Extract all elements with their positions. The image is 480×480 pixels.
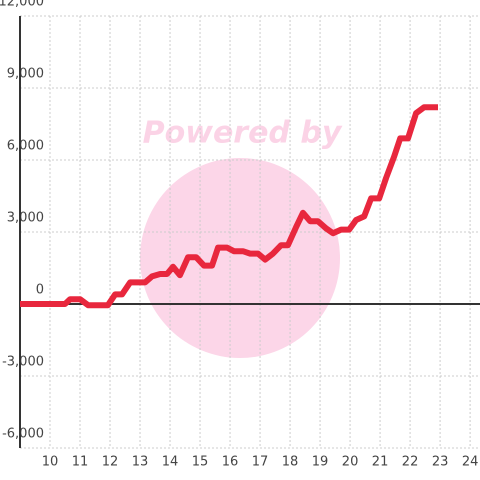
x-tick-label: 10 — [42, 455, 59, 470]
x-tick-label: 14 — [162, 455, 179, 470]
x-tick-label: 16 — [222, 455, 239, 470]
y-tick-label: 9,000 — [7, 67, 44, 82]
x-tick-label: 12 — [102, 455, 119, 470]
y-tick-label: 3,000 — [7, 211, 44, 226]
y-tick-label: 0 — [36, 283, 44, 298]
x-tick-label: 22 — [402, 455, 419, 470]
x-tick-label: 19 — [312, 455, 329, 470]
x-tick-label: 18 — [282, 455, 299, 470]
y-tick-label: 6,000 — [7, 139, 44, 154]
x-tick-label: 21 — [372, 455, 389, 470]
y-tick-label: -3,000 — [2, 355, 44, 370]
x-tick-label: 24 — [462, 455, 479, 470]
x-tick-label: 20 — [342, 455, 359, 470]
x-tick-label: 15 — [192, 455, 209, 470]
watermark: Powered by — [143, 116, 343, 151]
x-tick-label: 23 — [432, 455, 449, 470]
line-series — [20, 104, 438, 309]
x-tick-label: 11 — [72, 455, 89, 470]
y-tick-label: 12,000 — [0, 0, 44, 10]
y-tick-label: -6,000 — [2, 427, 44, 442]
x-tick-label: 13 — [132, 455, 149, 470]
x-tick-label: 17 — [252, 455, 269, 470]
